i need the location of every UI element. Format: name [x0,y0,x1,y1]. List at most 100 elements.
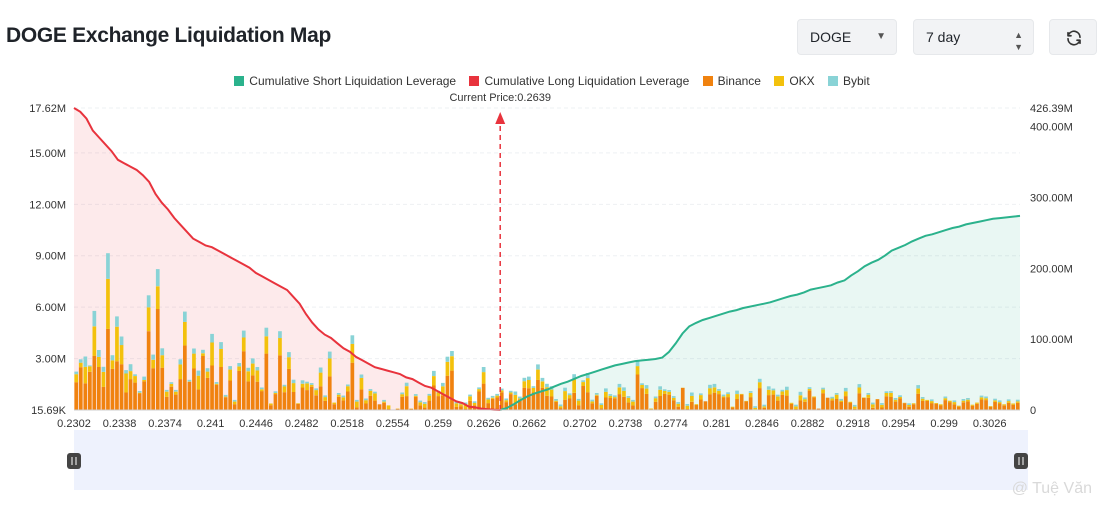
bar-binance [146,331,151,410]
bar-bybit [631,399,635,402]
bar-bybit [717,389,721,391]
bar-binance [712,392,717,410]
bar-bybit [119,336,124,346]
bar-okx [948,400,952,403]
bar-bybit [260,387,264,390]
bar-okx [368,390,373,396]
bar-okx [382,401,386,403]
legend-item-short[interactable]: Cumulative Short Liquidation Leverage [234,74,456,88]
caret-down-icon: ▼ [876,31,886,42]
bar-binance [766,395,771,410]
x-tick-label: 0.2482 [285,418,319,430]
legend-item-okx[interactable]: OKX [774,74,815,88]
bar-binance [852,408,857,410]
bar-binance [957,406,961,410]
legend-item-long[interactable]: Cumulative Long Liquidation Leverage [469,74,689,88]
bar-binance [911,404,916,410]
x-tick-label: 0.2554 [376,418,410,430]
bar-binance [477,391,481,410]
bar-bybit [545,383,549,388]
bar-binance [336,396,341,410]
current-price-label: Current Price:0.2639 [449,92,551,104]
bar-binance [296,404,300,410]
bar-bybit [653,396,658,399]
bar-binance [441,395,445,410]
bar-okx [214,383,219,385]
bar-binance [821,393,825,410]
bar-binance [640,388,644,410]
bar-bybit [78,359,83,363]
legend-item-bybit[interactable]: Bybit [828,74,870,88]
bar-okx [278,338,282,356]
coin-select[interactable]: DOGE ▼ [797,19,897,55]
bar-binance [133,382,137,410]
bar-binance [653,401,658,410]
zoom-slider-track[interactable] [74,430,1028,490]
bar-bybit [413,394,418,396]
bar-okx [296,403,300,404]
bar-okx [486,399,490,404]
bar-binance [83,383,88,410]
bar-binance [504,402,509,410]
bar-binance [187,381,192,410]
time-range-select[interactable]: 7 day ▲ ▼ [913,19,1034,55]
bar-okx [418,402,423,406]
bar-bybit [106,253,110,279]
bar-binance [576,405,581,410]
bar-binance [943,400,948,410]
bar-bybit [142,376,146,380]
bar-okx [730,406,735,408]
refresh-button[interactable] [1049,19,1097,55]
bar-bybit [128,364,133,372]
bar-okx [490,397,495,399]
bar-okx [766,389,771,396]
bar-bybit [499,388,504,391]
bar-okx [585,378,590,393]
bar-okx [753,407,757,410]
bar-binance [1015,402,1020,410]
bar-binance [196,389,201,410]
zoom-handle-right[interactable] [1014,453,1028,469]
bar-okx [952,402,957,405]
bar-okx [540,381,545,388]
bar-bybit [201,349,205,354]
bar-binance [545,395,549,410]
bar-binance [717,394,721,410]
bar-bybit [264,327,269,337]
bar-okx [97,356,101,367]
bar-bybit [644,385,649,389]
bar-binance [300,387,305,410]
bar-bybit [626,396,631,398]
bar-bybit [210,333,214,343]
bar-bybit [151,354,155,360]
legend-item-binance[interactable]: Binance [702,74,761,88]
bar-okx [309,384,314,387]
bar-okx [789,402,794,404]
bar-binance [671,400,676,410]
bar-binance [862,398,866,410]
bar-bybit [300,380,305,384]
bar-binance [432,385,436,410]
bar-binance [436,396,441,410]
bar-binance [970,405,975,410]
bar-bybit [445,356,450,362]
bar-okx [852,406,857,409]
bar-binance [395,408,400,410]
bar-okx [527,380,531,389]
bar-binance [997,403,1002,410]
coin-select-value: DOGE [810,29,852,45]
bar-okx [567,395,572,399]
bar-okx [300,383,305,388]
zoom-handle-left[interactable] [67,453,81,469]
bar-bybit [327,351,332,359]
x-tick-label: 0.2446 [239,418,273,430]
bar-bybit [893,398,898,400]
bar-okx [364,400,368,404]
bar-binance [694,405,699,410]
bar-okx [499,390,504,393]
y-right-tick: 400.00M [1030,122,1073,134]
bar-bybit [567,393,572,396]
bar-okx [174,391,178,395]
bar-bybit [255,367,260,371]
bar-okx [975,402,979,404]
